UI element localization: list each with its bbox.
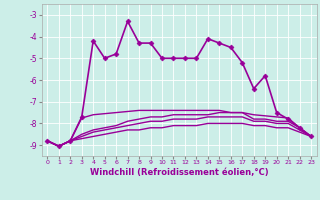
X-axis label: Windchill (Refroidissement éolien,°C): Windchill (Refroidissement éolien,°C) xyxy=(90,168,268,177)
